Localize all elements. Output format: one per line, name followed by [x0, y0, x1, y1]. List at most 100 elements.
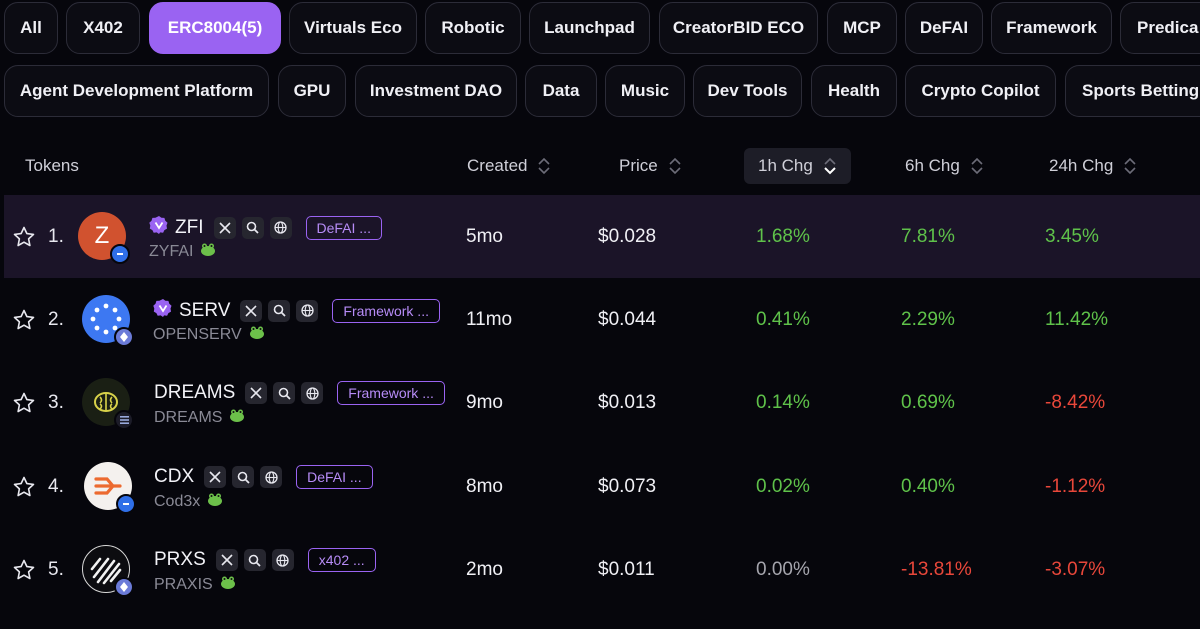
table-row[interactable]: 2. SERV Framework ... OPENSERV 11mo $0.0… — [4, 278, 1200, 361]
filter-chip-data[interactable]: Data — [525, 65, 597, 117]
header-1h-change[interactable]: 1h Chg — [744, 148, 851, 184]
star-icon[interactable] — [12, 361, 36, 444]
sort-desc-icon — [823, 157, 837, 175]
sort-icon — [1123, 157, 1137, 175]
star-icon[interactable] — [12, 528, 36, 611]
category-tag[interactable]: Framework ... — [332, 298, 440, 323]
token-avatar[interactable] — [82, 545, 134, 597]
header-label: Tokens — [25, 156, 79, 175]
table-row[interactable]: 4. CDX DeFAI ... Cod3x 8mo $0.073 0.02% … — [4, 445, 1200, 528]
filter-chip-creatorbid-eco[interactable]: CreatorBID ECO — [659, 2, 818, 54]
header-created[interactable]: Created — [467, 148, 551, 184]
category-tag[interactable]: x402 ... — [307, 548, 376, 572]
header-6h-change[interactable]: 6h Chg — [905, 148, 984, 184]
sort-icon — [970, 157, 984, 175]
globe-icon[interactable] — [269, 216, 292, 239]
price: $0.028 — [598, 225, 657, 247]
header-price[interactable]: Price — [619, 148, 682, 184]
avatar-letter: Z — [94, 222, 110, 249]
filter-chip-robotic[interactable]: Robotic — [425, 2, 521, 54]
base-chain-icon — [116, 494, 136, 514]
search-icon[interactable] — [273, 382, 296, 404]
filter-chip-virtuals-eco[interactable]: Virtuals Eco — [289, 2, 417, 54]
token-avatar[interactable] — [82, 295, 134, 347]
star-icon[interactable] — [12, 278, 36, 361]
rank: 1. — [48, 225, 64, 247]
chip-label: Framework — [1006, 18, 1097, 37]
filter-chip-x402[interactable]: X402 — [66, 2, 140, 54]
header-label: 24h Chg — [1049, 156, 1114, 175]
created-age: 8mo — [466, 475, 503, 497]
x-twitter-icon[interactable] — [204, 466, 227, 488]
chip-label: Robotic — [441, 18, 505, 37]
x-twitter-icon[interactable] — [213, 216, 236, 239]
token-avatar[interactable]: Z — [78, 212, 130, 264]
token-avatar[interactable] — [84, 462, 136, 514]
filter-chip-dev-tools[interactable]: Dev Tools — [693, 65, 802, 117]
globe-icon[interactable] — [271, 549, 294, 571]
ethereum-chain-icon — [114, 327, 134, 347]
filter-chip-launchpad[interactable]: Launchpad — [529, 2, 650, 54]
change-6h: -13.81% — [901, 558, 972, 580]
filter-chips-row-1: All X402 ERC8004(5) Virtuals Eco Robotic… — [0, 2, 1200, 58]
filter-chip-defai[interactable]: DeFAI — [905, 2, 983, 54]
filter-chip-predica[interactable]: Predica — [1120, 2, 1200, 54]
change-1h: 0.00% — [756, 558, 810, 580]
table-header: Tokens Created Price 1h Chg 6h Chg 24h C… — [0, 148, 1200, 184]
table-row[interactable]: 5. PRXS x402 ... PRAXIS 2mo $0.011 0.00%… — [4, 528, 1200, 611]
token-avatar[interactable] — [82, 378, 134, 430]
price: $0.073 — [598, 475, 657, 497]
change-24h: 3.45% — [1045, 225, 1099, 247]
star-icon[interactable] — [12, 445, 36, 528]
change-1h: 0.02% — [756, 475, 810, 497]
filter-chip-sports-betting[interactable]: Sports Betting — [1065, 65, 1200, 117]
change-1h: 0.41% — [756, 308, 810, 330]
price: $0.044 — [598, 308, 657, 330]
globe-icon[interactable] — [296, 299, 319, 322]
header-tokens: Tokens — [25, 148, 79, 184]
category-tag[interactable]: DeFAI ... — [296, 465, 373, 489]
header-24h-change[interactable]: 24h Chg — [1049, 148, 1137, 184]
filter-chip-framework[interactable]: Framework — [991, 2, 1112, 54]
filter-chip-investment-dao[interactable]: Investment DAO — [355, 65, 517, 117]
x-twitter-icon[interactable] — [215, 549, 238, 571]
token-symbol: DREAMS — [154, 382, 236, 403]
rank: 2. — [48, 308, 64, 330]
star-icon[interactable] — [12, 195, 36, 278]
globe-icon[interactable] — [301, 382, 324, 404]
table-row[interactable]: 1. Z ZFI DeFAI ... ZYFAI 5mo $0.028 1.68… — [4, 195, 1200, 278]
chip-label: ERC8004(5) — [167, 18, 263, 37]
chip-label: Investment DAO — [369, 81, 503, 100]
ethereum-chain-icon — [114, 577, 134, 597]
change-24h: -3.07% — [1045, 558, 1106, 580]
created-age: 9mo — [466, 391, 503, 413]
globe-icon[interactable] — [260, 466, 283, 488]
filter-chip-agent-development-platform[interactable]: Agent Development Platform — [4, 65, 269, 117]
header-label: Price — [619, 156, 658, 175]
filter-chip-all[interactable]: All — [4, 2, 58, 54]
token-name: Cod3x — [154, 492, 201, 510]
category-tag[interactable]: DeFAI ... — [305, 215, 382, 240]
filter-chip-crypto-copilot[interactable]: Crypto Copilot — [905, 65, 1056, 117]
filter-chip-health[interactable]: Health — [811, 65, 897, 117]
x-twitter-icon[interactable] — [240, 299, 263, 322]
chip-label: Health — [828, 81, 880, 100]
search-icon[interactable] — [232, 466, 255, 488]
created-age: 5mo — [466, 225, 503, 247]
change-24h: -8.42% — [1045, 391, 1106, 413]
filter-chip-erc8004[interactable]: ERC8004(5) — [149, 2, 281, 54]
chip-label: All — [20, 18, 42, 37]
search-icon[interactable] — [243, 549, 266, 571]
x-twitter-icon[interactable] — [245, 382, 268, 404]
chip-label: Agent Development Platform — [19, 81, 254, 100]
table-row[interactable]: 3. DREAMS Framework ... DREAMS 9mo $0.01… — [4, 361, 1200, 444]
category-tag[interactable]: Framework ... — [337, 381, 445, 405]
search-icon[interactable] — [241, 216, 264, 239]
change-24h: -1.12% — [1045, 475, 1106, 497]
filter-chip-music[interactable]: Music — [605, 65, 685, 117]
frog-icon — [248, 323, 266, 346]
filter-chip-mcp[interactable]: MCP — [827, 2, 897, 54]
filter-chip-gpu[interactable]: GPU — [278, 65, 346, 117]
token-symbol: SERV — [179, 299, 231, 321]
search-icon[interactable] — [268, 299, 291, 322]
